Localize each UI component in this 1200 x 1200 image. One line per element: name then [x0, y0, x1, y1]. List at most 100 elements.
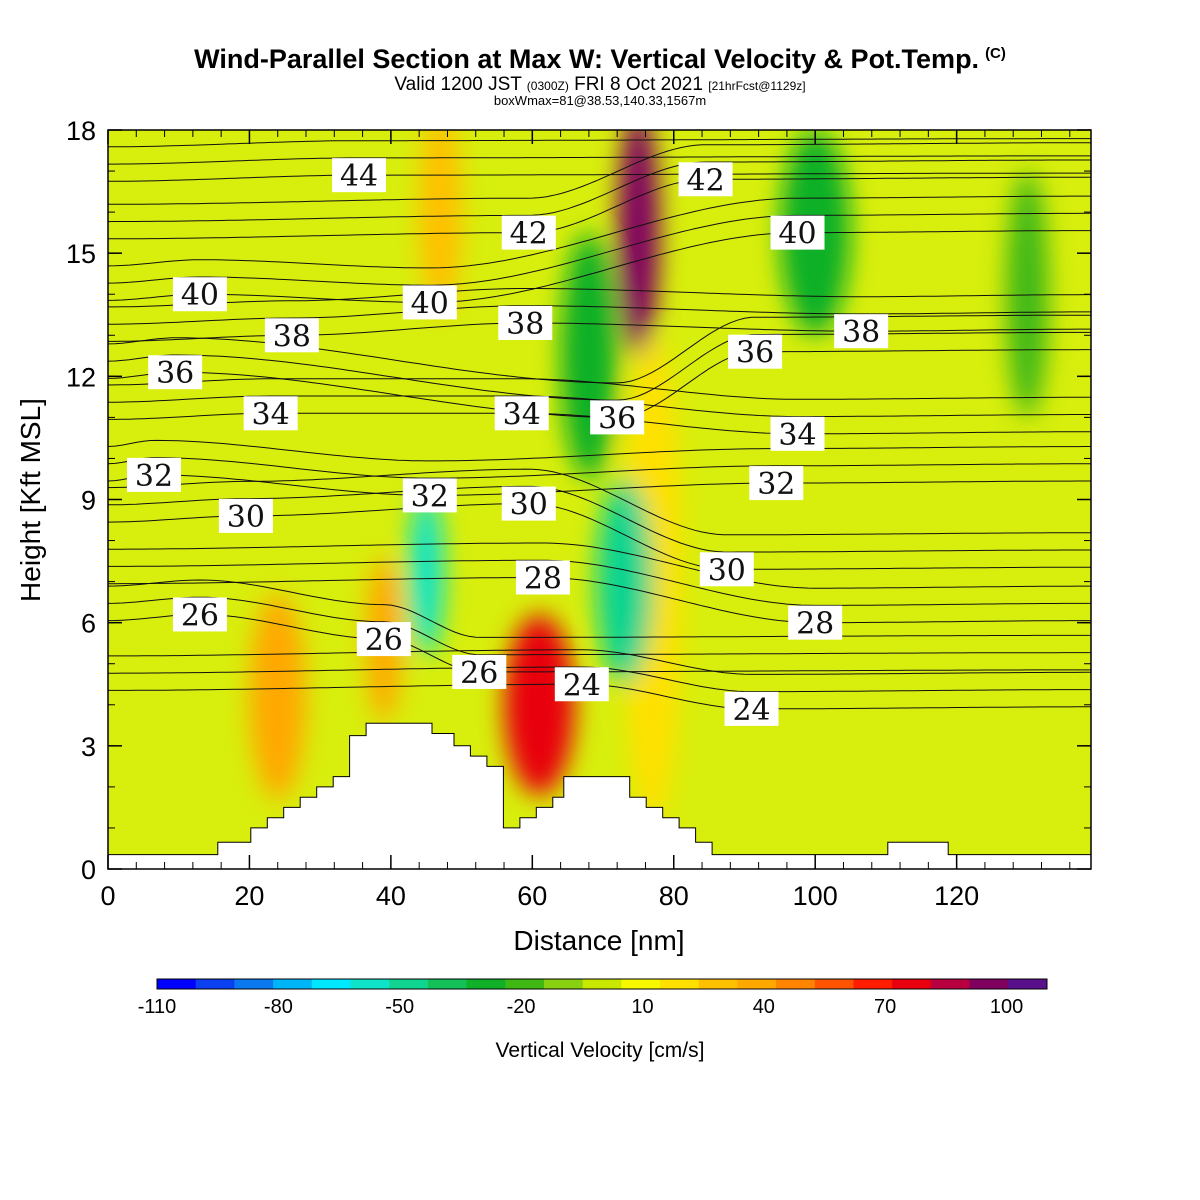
colorbar-swatch	[776, 979, 816, 989]
colorbar-tick-label: -20	[507, 996, 536, 1018]
colorbar-tick-label: -50	[385, 996, 414, 1018]
contour-label-32-16: 32	[402, 478, 457, 514]
chart-subtitle-box-wmax: boxWmax=81@38.53,140.33,1567m	[493, 93, 707, 108]
svg-text:32: 32	[411, 479, 449, 514]
contour-label-26-24: 26	[356, 622, 411, 658]
theta-contour-44-1	[108, 155, 1091, 165]
y-tick-label: 12	[66, 362, 96, 392]
theta-contour-labels: 44 42 42 40 40 40 38 38 38 36 36 36 34 34 34 32 32 32 30 30…	[126, 158, 889, 728]
contour-label-34-12: 34	[243, 396, 298, 432]
theta-contour-32-0	[108, 474, 1091, 496]
contour-label-30-18: 30	[218, 498, 273, 535]
colorbar-swatch	[621, 979, 661, 989]
theta-contour-28-0	[108, 577, 1091, 624]
contour-label-40-4: 40	[402, 285, 457, 321]
contour-label-36-10: 36	[590, 400, 645, 436]
colorbar-swatch	[311, 979, 351, 989]
colorbar-swatch	[427, 979, 468, 989]
svg-text:36: 36	[156, 356, 194, 391]
theta-contour-24-2	[108, 649, 1091, 675]
colorbar-swatch	[350, 979, 390, 989]
svg-text:42: 42	[686, 163, 724, 198]
velocity-cell-updraft-5	[419, 130, 462, 315]
chart-title: Wind-Parallel Section at Max W: Vertical…	[194, 44, 1006, 74]
theta-contour-28-2	[108, 542, 1091, 589]
colorbar-swatch	[853, 979, 893, 989]
contour-label-36-9: 36	[148, 355, 203, 391]
svg-text:28: 28	[796, 607, 834, 642]
velocity-cell-updraft-2	[504, 614, 575, 796]
theta-contour-38-1	[108, 305, 1091, 325]
svg-text:28: 28	[524, 562, 562, 597]
x-tick-label: 40	[376, 881, 406, 911]
svg-text:34: 34	[503, 397, 541, 432]
contour-label-38-6: 38	[264, 318, 319, 354]
contour-label-28-22: 28	[788, 605, 843, 642]
svg-text:32: 32	[757, 467, 795, 502]
svg-text:42: 42	[510, 217, 548, 252]
contour-label-30-20: 30	[699, 552, 754, 588]
theta-contour-30-2	[108, 468, 1091, 536]
contour-label-28-21: 28	[515, 560, 570, 597]
svg-text:34: 34	[778, 418, 816, 453]
colorbar-swatch	[660, 979, 700, 989]
colorbar-swatch	[969, 979, 1009, 989]
contour-label-36-11: 36	[728, 334, 783, 371]
y-tick-label: 0	[81, 855, 96, 885]
theta-contour-40-1	[108, 212, 1091, 286]
colorbar-swatch	[582, 979, 622, 989]
y-axis-label: Height [Kft MSL]	[15, 398, 46, 602]
theta-contour-26-2	[108, 579, 1091, 638]
theta-contour-32-2	[108, 439, 1091, 462]
colorbar-swatch	[737, 979, 777, 989]
contour-label-38-8: 38	[834, 314, 889, 350]
svg-text:38: 38	[506, 307, 544, 342]
contour-label-34-13: 34	[494, 396, 549, 432]
colorbar-swatch	[543, 979, 584, 989]
svg-text:24: 24	[563, 668, 601, 703]
svg-text:34: 34	[252, 397, 290, 432]
x-tick-label: 60	[517, 881, 547, 911]
svg-text:30: 30	[510, 488, 548, 523]
contour-label-32-15: 32	[126, 457, 181, 494]
colorbar: -110 -80 -50 -20 10 40 70 100	[138, 978, 1048, 1018]
terrain-mask	[108, 722, 1091, 869]
svg-text:26: 26	[181, 598, 219, 633]
theta-contour-38-2	[108, 288, 1091, 308]
x-tick-label: 0	[100, 881, 115, 911]
contour-label-40-5: 40	[770, 215, 825, 252]
svg-text:24: 24	[732, 693, 770, 728]
colorbar-swatch	[273, 979, 313, 989]
contour-label-24-27: 24	[724, 691, 779, 728]
colorbar-swatch	[234, 979, 274, 989]
velocity-cell-downdraft-10	[1006, 171, 1049, 418]
svg-text:36: 36	[736, 336, 774, 371]
colorbar-label: Vertical Velocity [cm/s]	[496, 1039, 705, 1062]
theta-contour-32-1	[108, 457, 1091, 479]
colorbar-swatch	[505, 979, 545, 989]
contour-label-42-2: 42	[678, 162, 733, 198]
contour-label-40-3: 40	[172, 277, 227, 313]
velocity-cell-updraft-0	[249, 593, 307, 800]
svg-text:30: 30	[227, 500, 265, 535]
x-tick-label: 120	[934, 881, 979, 911]
colorbar-swatch	[814, 979, 855, 989]
contour-label-30-19: 30	[501, 486, 556, 523]
colorbar-swatch	[1008, 979, 1048, 989]
velocity-cell-updraft-3	[617, 130, 660, 356]
svg-text:40: 40	[181, 278, 219, 313]
colorbar-tick-label: 100	[990, 996, 1023, 1018]
theta-contour-26-1	[108, 596, 1091, 656]
velocity-cell-updraft-4	[624, 335, 681, 828]
contour-label-44-0: 44	[332, 158, 387, 194]
y-tick-label: 15	[66, 239, 96, 269]
contour-label-26-23: 26	[172, 597, 227, 633]
colorbar-tick-label: -80	[264, 996, 293, 1018]
contour-label-42-1: 42	[501, 215, 556, 252]
contour-label-32-17: 32	[749, 466, 804, 502]
theta-contour-28-1	[108, 559, 1091, 606]
contour-label-26-25: 26	[452, 654, 507, 691]
x-tick-label: 20	[234, 881, 264, 911]
theta-contour-40-2	[108, 195, 1091, 269]
